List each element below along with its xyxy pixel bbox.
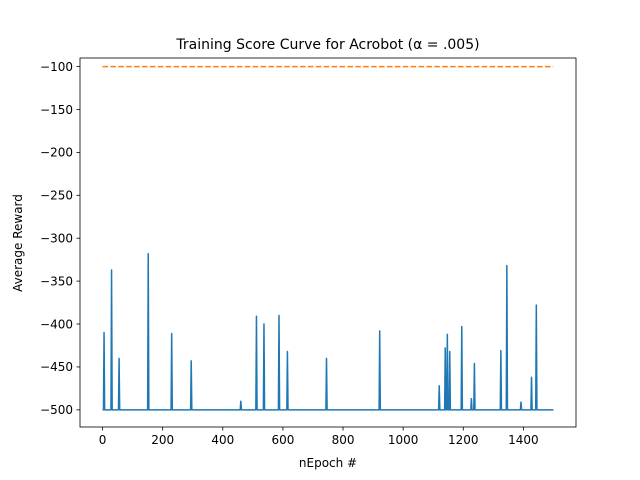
plot-frame [79, 57, 577, 428]
y-tick-label: −150 [40, 103, 73, 117]
x-tick-label: 200 [151, 433, 174, 447]
y-tick-label: −500 [40, 403, 73, 417]
reward-series-line [102, 252, 554, 411]
x-tick-label: 600 [271, 433, 294, 447]
y-tick-label: −300 [40, 232, 73, 246]
y-tick-label: −400 [40, 317, 73, 331]
x-axis-label: nEpoch # [299, 456, 357, 470]
x-axis: 0 200 400 600 800 1000 1200 1400 [99, 427, 539, 447]
y-tick-label: −350 [40, 274, 73, 288]
plot-area [79, 57, 577, 428]
chart-title: Training Score Curve for Acrobot (α = .0… [175, 37, 479, 53]
y-axis: −500 −450 −400 −350 −300 −250 −200 −150 −100 [40, 60, 80, 417]
y-tick-label: −450 [40, 360, 73, 374]
y-tick-label: −100 [40, 60, 73, 74]
x-tick-label: 0 [99, 433, 107, 447]
y-tick-label: −200 [40, 146, 73, 160]
x-tick-label: 800 [332, 433, 355, 447]
x-tick-label: 1400 [508, 433, 539, 447]
y-tick-label: −250 [40, 189, 73, 203]
x-tick-label: 1200 [448, 433, 479, 447]
x-tick-label: 1000 [388, 433, 419, 447]
x-tick-label: 400 [211, 433, 234, 447]
y-axis-label: Average Reward [11, 194, 25, 292]
